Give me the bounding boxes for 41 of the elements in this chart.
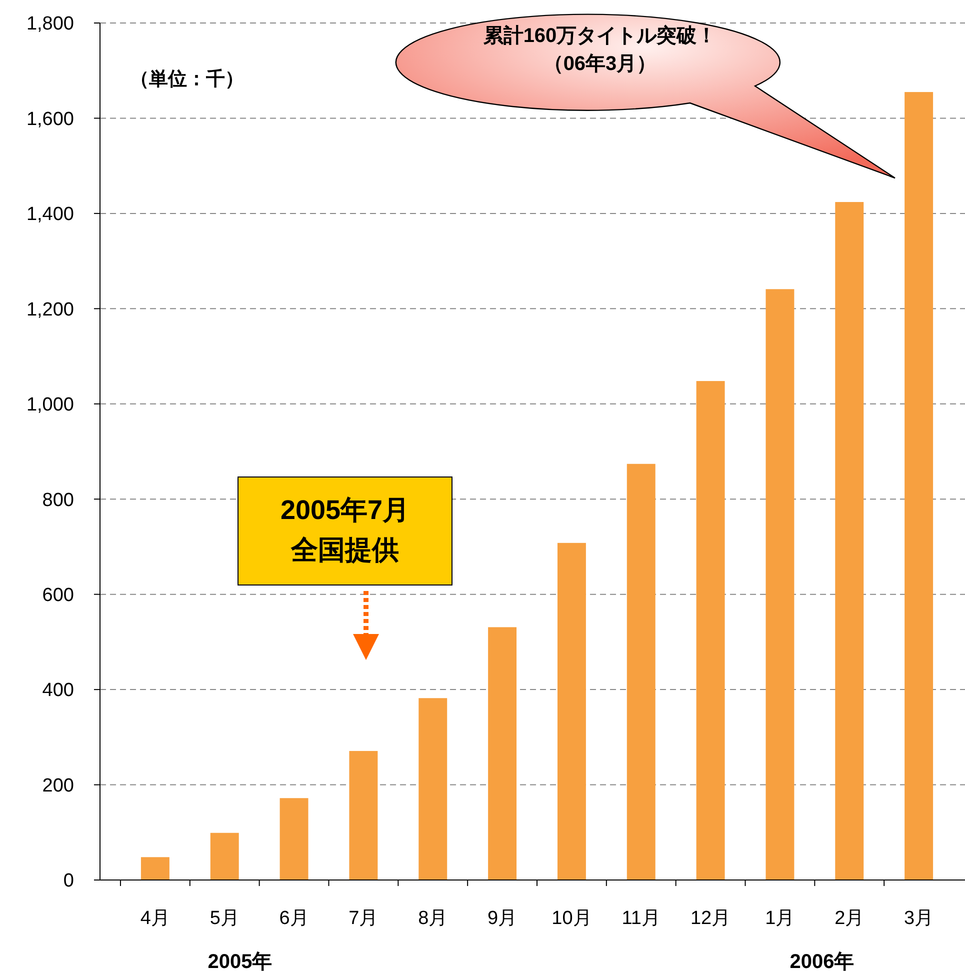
x-tick-label: 8月 — [418, 908, 448, 929]
y-tick-label: 1,000 — [26, 394, 74, 416]
text: 2006年 — [790, 951, 854, 971]
bar — [626, 464, 656, 880]
y-tick-label: 0 — [63, 870, 74, 892]
y-tick-label: 800 — [42, 490, 74, 511]
bar — [557, 542, 586, 880]
x-tick-label: 6月 — [279, 908, 309, 929]
x-tick-label: 4月 — [140, 908, 170, 929]
x-tick-label: 10月 — [552, 908, 592, 929]
annotation: （06年3月） — [543, 53, 657, 75]
bar — [488, 627, 517, 880]
x-tick-label: 5月 — [210, 908, 240, 929]
annotation: 累計160万タイトル突破！ — [482, 24, 717, 47]
x-tick-label: 12月 — [690, 908, 731, 929]
bar — [418, 698, 448, 880]
x-tick-label: 1月 — [765, 908, 795, 929]
x-tick-label: 2月 — [834, 908, 864, 929]
y-tick-label: 1,800 — [26, 14, 74, 35]
bar — [835, 202, 864, 880]
annotation: （単位：千） — [130, 68, 244, 90]
x-tick-label: 7月 — [348, 908, 378, 929]
x-tick-label: 9月 — [488, 908, 518, 929]
annotation: 全国提供 — [290, 535, 399, 565]
y-tick-label: 400 — [42, 680, 74, 702]
y-tick-label: 1,400 — [26, 204, 74, 226]
bar — [280, 798, 308, 880]
bar — [349, 750, 378, 880]
text: 2005年 — [208, 951, 272, 971]
y-tick-label: 1,600 — [26, 108, 74, 130]
y-tick-label: 200 — [42, 775, 74, 796]
y-tick-label: 600 — [42, 584, 74, 606]
bar — [696, 381, 725, 880]
x-tick-label: 11月 — [622, 908, 660, 929]
y-tick-label: 1,200 — [26, 299, 74, 320]
annotation: 2005年7月 — [280, 495, 410, 525]
bar — [904, 92, 934, 880]
bar — [210, 832, 239, 880]
bar — [140, 857, 170, 880]
bar — [766, 289, 794, 880]
x-tick-label: 3月 — [904, 908, 934, 929]
